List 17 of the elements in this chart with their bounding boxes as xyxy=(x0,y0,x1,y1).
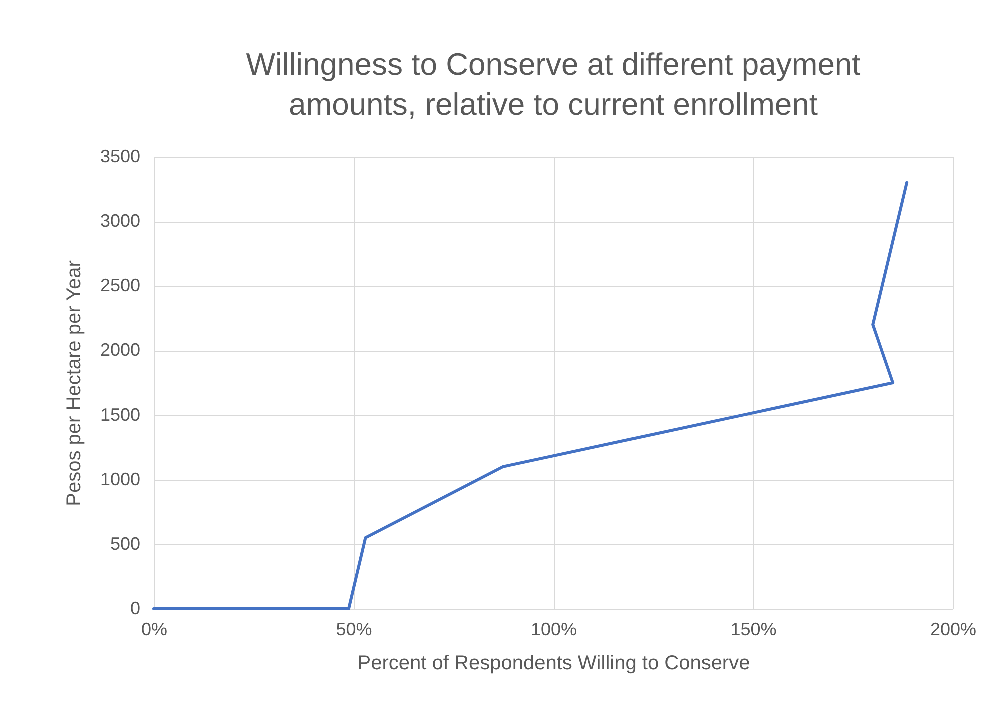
x-tick-label: 0% xyxy=(141,620,168,640)
y-tick-label: 0 xyxy=(130,598,140,618)
y-tick-label: 3000 xyxy=(100,211,140,232)
y-tick-label: 500 xyxy=(110,534,140,554)
y-tick-label: 2500 xyxy=(100,276,140,296)
y-tick-label: 1000 xyxy=(100,469,140,490)
y-tick-label: 3500 xyxy=(100,146,140,166)
y-tick-label: 2000 xyxy=(100,340,140,360)
y-axis-title: Pesos per Hectare per Year xyxy=(63,260,86,506)
chart-title: Willingness to Conserve at different payment amounts, relative to current enrollment xyxy=(246,47,862,122)
x-tick-label: 100% xyxy=(530,620,578,640)
x-tick-label: 150% xyxy=(730,620,777,640)
x-axis-title: Percent of Respondents Willing to Conserve xyxy=(358,652,750,674)
line-series xyxy=(152,181,909,610)
x-tick-label: 50% xyxy=(336,620,372,640)
y-tick-label: 1500 xyxy=(100,404,140,425)
x-tick-label: 200% xyxy=(930,620,977,640)
